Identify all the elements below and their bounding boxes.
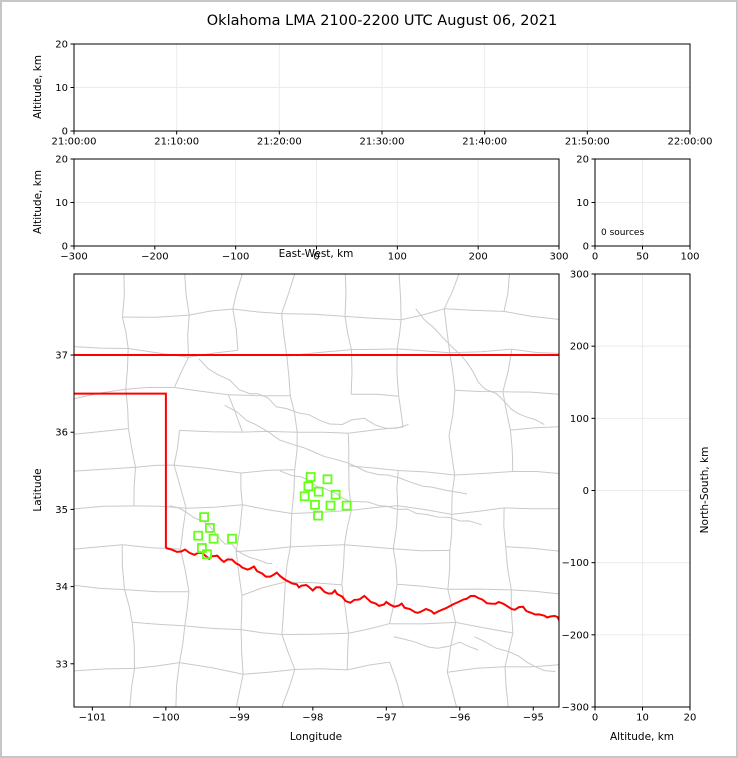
x-tick-label: 10 — [636, 713, 649, 724]
lma-station-marker — [196, 543, 207, 553]
lma-station-marker — [330, 489, 341, 500]
x-tick-label: −200 — [141, 252, 168, 263]
map-content — [74, 274, 559, 707]
y-tick-label: −300 — [562, 703, 589, 714]
x-tick-label: 21:10:00 — [154, 137, 199, 148]
river-lines — [169, 308, 556, 672]
y-tick-label: 33 — [55, 659, 68, 670]
x-tick-label: −97 — [376, 713, 397, 724]
y-tick-label: −100 — [562, 558, 589, 569]
x-tick-label: 300 — [549, 252, 568, 263]
y-tick-label: 10 — [576, 198, 589, 209]
lma-station-markers — [193, 472, 352, 560]
x-tick-label: −100 — [222, 252, 249, 263]
lma-station-marker — [193, 530, 204, 541]
x-tick-label: 100 — [388, 252, 407, 263]
y-tick-label: 0 — [62, 127, 68, 138]
map-panel: −101 −100 −99 −98 −97 −96 −95 33 34 35 36 37 — [55, 273, 560, 724]
y-tick-label: 34 — [55, 582, 68, 593]
panel-border — [73, 273, 560, 708]
x-tick-label: −101 — [79, 713, 106, 724]
x-tick-label: −99 — [229, 713, 250, 724]
lma-station-marker — [199, 512, 210, 523]
y-tick-label: 10 — [55, 198, 68, 209]
x-tick-label: 21:40:00 — [462, 137, 507, 148]
x-tick-label: −100 — [152, 713, 179, 724]
ew-panel-x-axis-label: East-West, km — [278, 248, 354, 260]
time-altitude-panel: 21:00:00 21:10:00 21:20:00 21:30:00 21:40:00… — [52, 40, 713, 148]
x-tick-label: 0 — [592, 713, 598, 724]
lma-station-marker — [299, 491, 310, 502]
county-boundaries — [74, 274, 559, 707]
source-histogram-panel: 0 50 100 0 10 20 — [576, 155, 699, 263]
lma-station-marker — [341, 500, 352, 511]
x-tick-label: 22:00:00 — [668, 137, 713, 148]
x-tick-label: 21:50:00 — [565, 137, 610, 148]
x-tick-label: 21:00:00 — [52, 137, 97, 148]
x-tick-label: 200 — [469, 252, 488, 263]
y-tick-label: −200 — [562, 630, 589, 641]
y-tick-label: 10 — [55, 83, 68, 94]
y-tick-label: 0 — [583, 486, 589, 497]
y-tick-label: 20 — [576, 155, 589, 166]
lma-station-marker — [208, 533, 219, 544]
figure-title: Oklahoma LMA 2100-2200 UTC August 06, 20… — [206, 13, 558, 29]
lma-station-marker — [322, 474, 333, 485]
y-tick-label: 200 — [570, 342, 589, 353]
x-tick-label: 0 — [313, 252, 319, 263]
lma-station-marker — [325, 500, 336, 511]
ew-altitude-panel: −300 −200 −100 0 100 200 300 0 10 20 — [55, 155, 568, 263]
ns-altitude-panel: 0 10 20 −300 −200 −100 0 100 200 300 — [562, 270, 697, 724]
lma-station-marker — [310, 499, 320, 510]
ew-panel-y-axis-label: Altitude, km — [32, 169, 44, 235]
lma-station-marker — [305, 472, 316, 482]
time-panel-y-axis-label: Altitude, km — [32, 54, 44, 120]
source-count-annotation: 0 sources — [601, 228, 645, 238]
y-tick-label: 0 — [583, 242, 589, 253]
lma-station-marker — [204, 523, 215, 533]
state-border-west — [74, 392, 167, 548]
y-tick-label: 35 — [55, 505, 68, 516]
state-border — [74, 354, 559, 622]
x-tick-label: 100 — [680, 252, 699, 263]
x-tick-label: 21:20:00 — [257, 137, 302, 148]
lma-station-marker — [202, 549, 212, 560]
y-tick-label: 20 — [55, 40, 68, 51]
map-x-axis-label: Longitude — [289, 731, 343, 743]
ns-panel-y-axis-label: North-South, km — [699, 446, 711, 534]
state-border-red-river — [165, 547, 559, 622]
ns-panel-x-axis-label: Altitude, km — [609, 731, 675, 743]
x-tick-label: 50 — [636, 252, 649, 263]
y-tick-label: 37 — [55, 351, 68, 362]
y-tick-label: 20 — [55, 155, 68, 166]
lma-station-marker — [303, 481, 314, 492]
y-tick-label: 300 — [570, 270, 589, 281]
x-tick-label: 21:30:00 — [360, 137, 405, 148]
x-tick-label: −95 — [523, 713, 544, 724]
x-tick-label: 20 — [684, 713, 697, 724]
x-tick-label: −300 — [60, 252, 87, 263]
y-tick-label: 36 — [55, 428, 68, 439]
lma-station-marker — [313, 510, 323, 521]
x-tick-label: −96 — [449, 713, 470, 724]
y-tick-label: 100 — [570, 414, 589, 425]
x-tick-label: −98 — [302, 713, 323, 724]
y-tick-label: 0 — [62, 242, 68, 253]
lma-station-marker — [313, 486, 324, 497]
lma-station-marker — [227, 533, 237, 544]
x-tick-label: 0 — [592, 252, 598, 263]
map-y-axis-label: Latitude — [32, 468, 44, 512]
